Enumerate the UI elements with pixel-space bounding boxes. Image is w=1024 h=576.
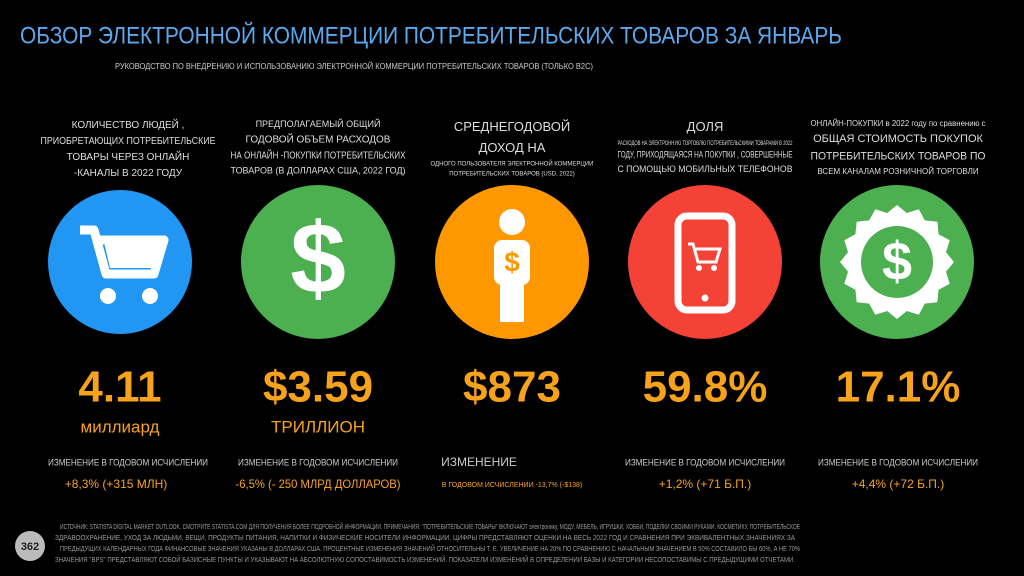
metric-unit: миллиард [81, 417, 160, 436]
description-line: ТОВАРЫ ЧЕРЕЗ ОНЛАЙН [67, 150, 190, 163]
svg-text:$: $ [882, 231, 912, 291]
description-line: ОНЛАЙН-ПОКУПКИ в 2022 году по сравнению … [811, 119, 986, 128]
change-label: ИЗМЕНЕНИЕ В ГОДОВОМ ИСЧИСЛЕНИИ [238, 457, 398, 467]
metric-value: $873 [463, 363, 561, 412]
description-line: ГОДУ, ПРИХОДЯЩАЯСЯ НА ПОКУПКИ , СОВЕРШЕН… [618, 150, 793, 160]
change-label: ИЗМЕНЕНИЕ [441, 455, 517, 469]
icon-cart [48, 190, 192, 334]
subtitle: РУКОВОДСТВО ПО ВНЕДРЕНИЮ И ИСПОЛЬЗОВАНИЮ… [115, 62, 593, 71]
svg-text:$: $ [504, 246, 520, 277]
svg-text:$: $ [290, 202, 346, 314]
description-line: ТОВАРОВ (В ДОЛЛАРАХ США, 2022 ГОД) [231, 166, 406, 176]
description-line: ОДНОГО ПОЛЬЗОВАТЕЛЯ ЭЛЕКТРОННОЙ КОММЕРЦИ… [431, 160, 594, 168]
footnote: ЗДРАВООХРАНЕНИЕ, УХОД ЗА ЛЮДЬМИ, ВЕЩИ, П… [55, 535, 795, 542]
metric-unit: ТРИЛЛИОН [271, 417, 365, 436]
change-value: +1,2% (+71 Б.П.) [659, 477, 752, 491]
footnote: ПРЕДЫДУЩИХ КАЛЕНДАРНЫХ ГОДА ФИНАНСОВЫЕ З… [60, 544, 800, 553]
page-badge [15, 531, 45, 561]
description-line: ГОДОВОЙ ОБЪЕМ РАСХОДОВ [246, 133, 391, 146]
footnote: ЗНАЧЕНИЯ "BPS" ПРЕДСТАВЛЯЮТ СОБОЙ БАЗИСН… [55, 555, 795, 564]
description-line: ДОХОД НА [479, 140, 546, 155]
title: ОБЗОР ЭЛЕКТРОННОЙ КОММЕРЦИИ ПОТРЕБИТЕЛЬС… [20, 21, 842, 49]
description-line: РАСХОДОВ НА ЭЛЕКТРОННУЮ ТОРГОВЛЮ ПОТРЕБИ… [618, 141, 793, 147]
change-value: +8,3% (+315 МЛН) [65, 477, 168, 491]
change-label: ИЗМЕНЕНИЕ В ГОДОВОМ ИСЧИСЛЕНИИ [48, 457, 208, 467]
change-label: ИЗМЕНЕНИЕ В ГОДОВОМ ИСЧИСЛЕНИИ [625, 457, 785, 467]
description-line: ВСЕМ КАНАЛАМ РОЗНИЧНОЙ ТОРГОВЛИ [817, 167, 979, 176]
change-value: +4,4% (+72 Б.П.) [852, 477, 945, 491]
metric-value: 4.11 [78, 363, 161, 412]
description-line: ДОЛЯ [687, 119, 724, 134]
icon-badge: $ [820, 185, 974, 339]
footnote: ИСТОЧНИК: STATISTA DIGITAL MARKET OUTLOO… [60, 522, 800, 531]
description-line: КОЛИЧЕСТВО ЛЮДЕЙ , [72, 118, 185, 131]
change-value: -6,5% (- 250 МЛРД ДОЛЛАРОВ) [236, 477, 401, 491]
change-value: В ГОДОВОМ ИСЧИСЛЕНИИ -13,7% (-$138) [442, 482, 583, 489]
icon-phone [628, 185, 782, 339]
metric-value: $3.59 [263, 363, 373, 412]
description-line: С ПОМОЩЬЮ МОБИЛЬНЫХ ТЕЛЕФОНОВ [618, 164, 793, 174]
metric-value: 17.1% [836, 363, 961, 412]
description-line: -КАНАЛЫ В 2022 ГОДУ [74, 168, 183, 179]
change-label: ИЗМЕНЕНИЕ В ГОДОВОМ ИСЧИСЛЕНИИ [818, 457, 978, 467]
description-line: ПОТРЕБИТЕЛЬСКИХ ТОВАРОВ (USD, 2022) [449, 171, 575, 177]
icon-dollar: $ [241, 185, 395, 339]
description-line: ПОТРЕБИТЕЛЬСКИХ ТОВАРОВ ПО [811, 151, 986, 163]
description-line: ОБЩАЯ СТОИМОСТЬ ПОКУПОК [813, 133, 983, 145]
page-number: 362 [21, 541, 39, 553]
description-line: ПРЕДПОЛАГАЕМЫЙ ОБЩИЙ [256, 118, 381, 129]
description-line: ПРИОБРЕТАЮЩИХ ПОТРЕБИТЕЛЬСКИЕ [41, 136, 216, 147]
description-line: СРЕДНЕГОДОВОЙ [454, 119, 570, 134]
icon-person: $ [435, 185, 589, 339]
metric-value: 59.8% [643, 363, 768, 412]
description-line: НА ОНЛАЙН -ПОКУПКИ ПОТРЕБИТЕЛЬСКИХ [231, 149, 406, 162]
